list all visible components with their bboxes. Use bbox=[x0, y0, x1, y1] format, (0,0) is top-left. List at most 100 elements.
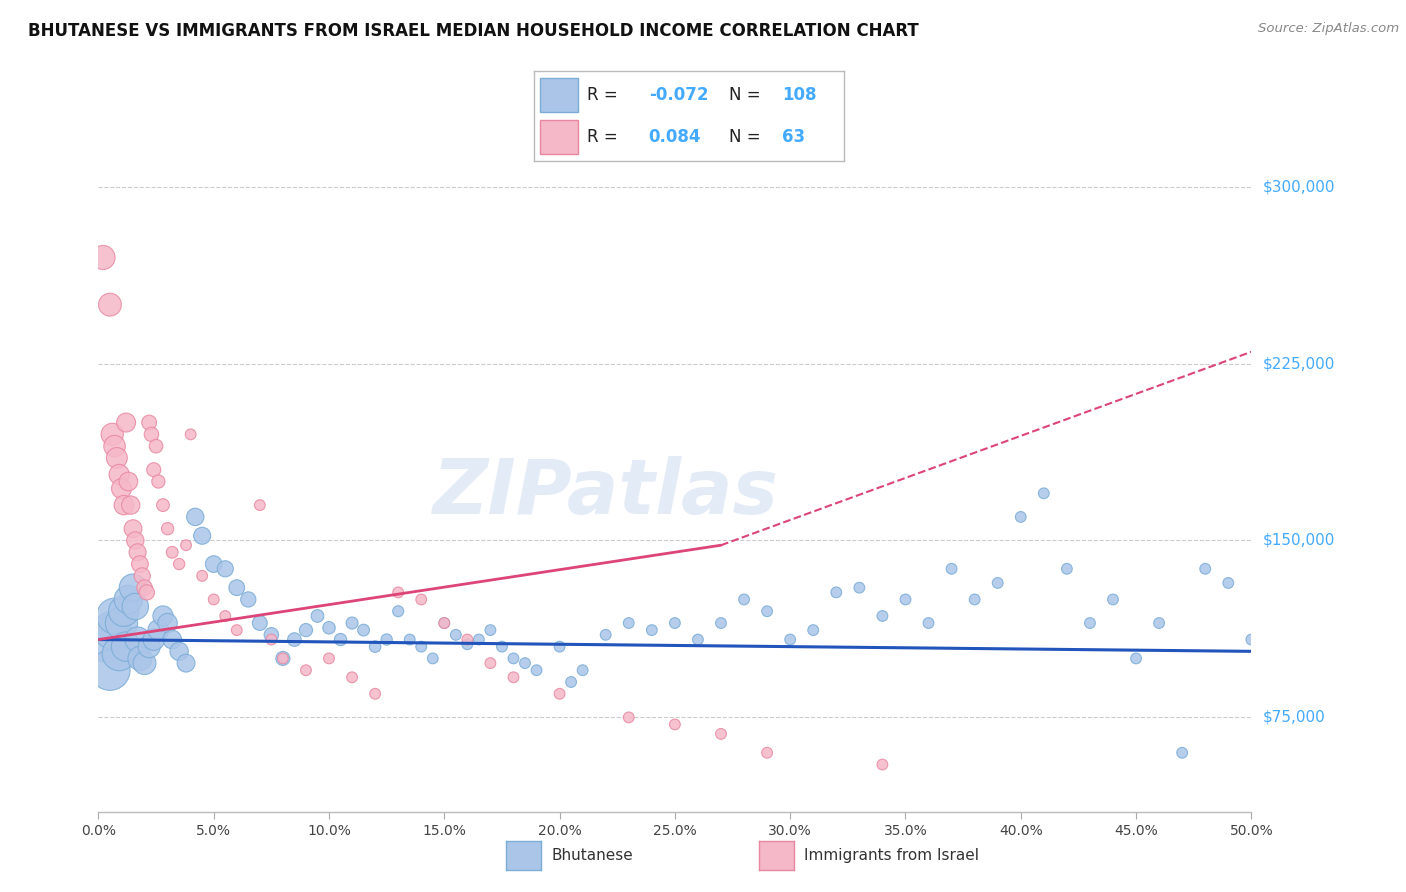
Point bbox=[127, 632, 149, 647]
Point bbox=[548, 640, 571, 654]
Point bbox=[142, 463, 165, 477]
Point bbox=[214, 562, 236, 576]
Point bbox=[94, 632, 117, 647]
Point bbox=[664, 717, 686, 731]
Point bbox=[148, 475, 170, 489]
Point bbox=[1147, 615, 1170, 630]
Point bbox=[134, 656, 156, 670]
Text: R =: R = bbox=[586, 128, 623, 146]
Point bbox=[1010, 509, 1032, 524]
Point bbox=[152, 609, 174, 624]
Point bbox=[387, 604, 409, 618]
Point bbox=[779, 632, 801, 647]
Point bbox=[1032, 486, 1054, 500]
Point bbox=[167, 557, 190, 571]
Point bbox=[115, 416, 138, 430]
Point bbox=[456, 632, 478, 647]
Point bbox=[364, 687, 387, 701]
Point bbox=[152, 498, 174, 512]
Point bbox=[411, 592, 433, 607]
Point bbox=[825, 585, 848, 599]
Point bbox=[108, 647, 131, 661]
Point bbox=[103, 439, 125, 453]
Point bbox=[641, 623, 664, 637]
Point bbox=[131, 569, 153, 583]
Point bbox=[433, 615, 456, 630]
Text: N =: N = bbox=[730, 86, 766, 103]
Point bbox=[571, 663, 593, 677]
Point bbox=[120, 498, 142, 512]
Point bbox=[513, 656, 536, 670]
Point bbox=[138, 640, 160, 654]
Point bbox=[283, 632, 305, 647]
Point bbox=[103, 609, 125, 624]
Point bbox=[894, 592, 917, 607]
Point bbox=[129, 651, 152, 665]
Point bbox=[184, 509, 207, 524]
Point bbox=[387, 585, 409, 599]
Point bbox=[141, 427, 163, 442]
Point bbox=[148, 623, 170, 637]
Point bbox=[110, 615, 132, 630]
Point bbox=[191, 569, 214, 583]
Point bbox=[353, 623, 375, 637]
Point bbox=[1171, 746, 1194, 760]
Point bbox=[271, 651, 294, 665]
Point bbox=[987, 576, 1010, 591]
Point bbox=[1056, 562, 1078, 576]
Text: BHUTANESE VS IMMIGRANTS FROM ISRAEL MEDIAN HOUSEHOLD INCOME CORRELATION CHART: BHUTANESE VS IMMIGRANTS FROM ISRAEL MEDI… bbox=[28, 22, 920, 40]
Point bbox=[91, 251, 114, 265]
Point bbox=[872, 609, 894, 624]
Point bbox=[167, 644, 190, 658]
Point bbox=[444, 628, 467, 642]
Point bbox=[214, 609, 236, 624]
Bar bbox=[540, 120, 578, 154]
Point bbox=[1218, 576, 1240, 591]
Point bbox=[398, 632, 420, 647]
Point bbox=[422, 651, 444, 665]
Text: $300,000: $300,000 bbox=[1263, 179, 1334, 194]
Point bbox=[134, 581, 156, 595]
Point bbox=[468, 632, 491, 647]
Point bbox=[238, 592, 260, 607]
Point bbox=[491, 640, 513, 654]
Point bbox=[502, 670, 524, 684]
Point bbox=[112, 604, 135, 618]
Point bbox=[1125, 651, 1147, 665]
Point bbox=[122, 522, 145, 536]
Point bbox=[848, 581, 870, 595]
Point bbox=[318, 651, 340, 665]
Point bbox=[295, 623, 318, 637]
Point bbox=[329, 632, 352, 647]
Point bbox=[202, 557, 225, 571]
Point bbox=[225, 581, 247, 595]
Point bbox=[801, 623, 824, 637]
Text: ZIPatlas: ZIPatlas bbox=[433, 457, 779, 531]
Text: N =: N = bbox=[730, 128, 766, 146]
Point bbox=[117, 592, 139, 607]
Point bbox=[560, 675, 582, 690]
Point bbox=[98, 663, 121, 677]
Text: R =: R = bbox=[586, 86, 623, 103]
Point bbox=[260, 628, 283, 642]
Point bbox=[1240, 632, 1263, 647]
Point bbox=[202, 592, 225, 607]
Point bbox=[364, 640, 387, 654]
Point bbox=[686, 632, 709, 647]
Point bbox=[526, 663, 548, 677]
Text: $75,000: $75,000 bbox=[1263, 710, 1326, 725]
Point bbox=[479, 623, 502, 637]
Point bbox=[124, 533, 146, 548]
Point bbox=[479, 656, 502, 670]
Text: 63: 63 bbox=[782, 128, 804, 146]
Point bbox=[129, 557, 152, 571]
Point bbox=[710, 727, 733, 741]
Point bbox=[502, 651, 524, 665]
Text: 108: 108 bbox=[782, 86, 817, 103]
Point bbox=[117, 475, 139, 489]
Point bbox=[127, 545, 149, 559]
Point bbox=[138, 416, 160, 430]
Point bbox=[1194, 562, 1216, 576]
Point bbox=[110, 482, 132, 496]
Point bbox=[174, 538, 197, 552]
